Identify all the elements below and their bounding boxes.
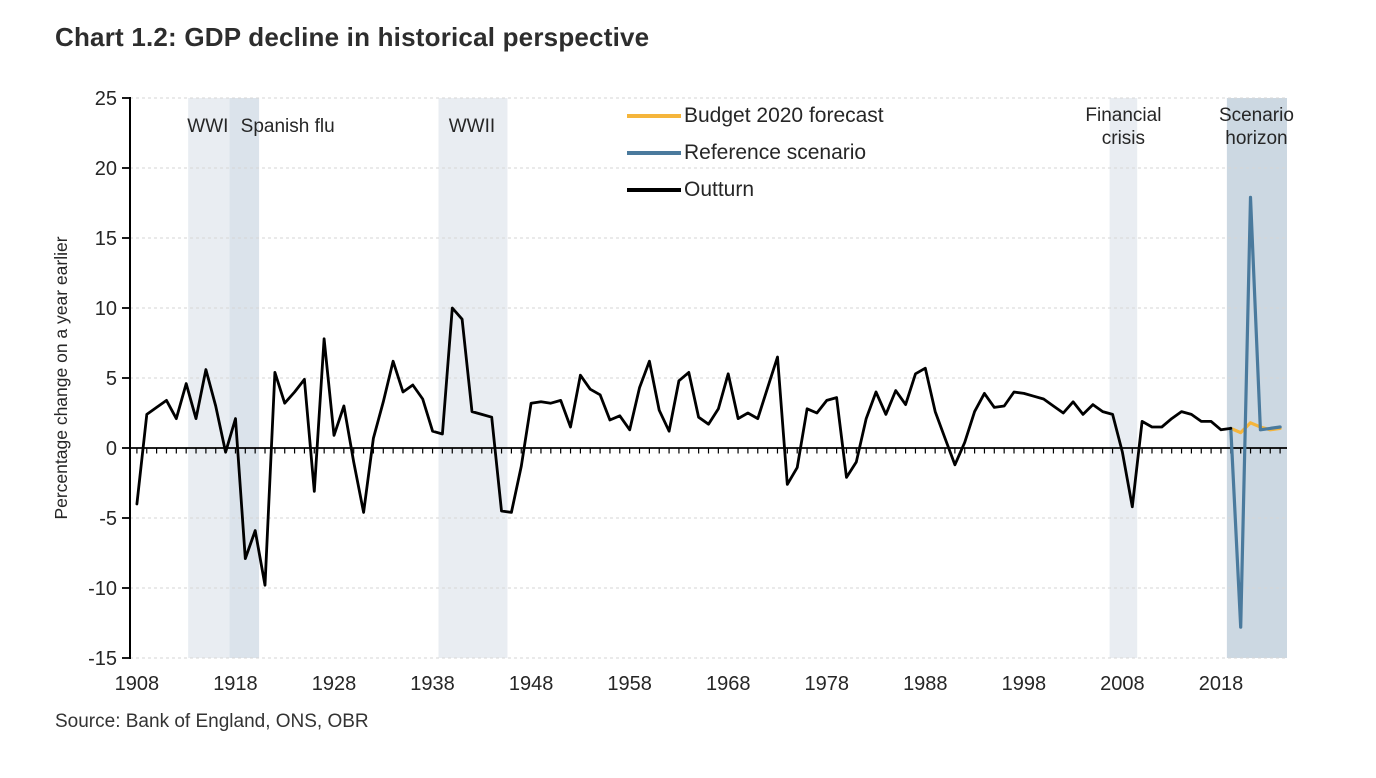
y-tick-label: -15 (88, 648, 117, 670)
chart-legend: Budget 2020 forecast Reference scenario … (627, 97, 884, 208)
x-tick-label: 1958 (607, 673, 652, 695)
x-tick-label: 1918 (213, 673, 258, 695)
y-tick-label: 25 (95, 88, 117, 110)
y-tick-label: -5 (99, 508, 117, 530)
x-tick-label: 1978 (805, 673, 850, 695)
legend-item-budget-2020-forecast: Budget 2020 forecast (627, 97, 884, 134)
wwii-label: WWII (449, 116, 495, 137)
reference-scenario-swatch (627, 150, 681, 155)
legend-label: Outturn (684, 177, 755, 201)
scenario-horizon-label: horizon (1225, 128, 1287, 149)
y-tick-label: -10 (88, 578, 117, 600)
x-tick-label: 1988 (903, 673, 948, 695)
financial-crisis-label: Financial (1085, 105, 1161, 126)
legend-item-outturn: Outturn (627, 171, 884, 208)
x-tick-label: 1908 (115, 673, 160, 695)
reference-scenario-line (1229, 195, 1282, 629)
x-tick-label: 1938 (410, 673, 455, 695)
x-tick-label: 1948 (509, 673, 554, 695)
x-tick-label: 2008 (1100, 673, 1145, 695)
y-tick-label: 0 (106, 438, 117, 460)
chart-title: Chart 1.2: GDP decline in historical per… (55, 22, 650, 52)
y-tick-label: 10 (95, 298, 117, 320)
scenario-horizon-label: Scenario (1219, 105, 1294, 126)
source-note: Source: Bank of England, ONS, OBR (55, 711, 369, 732)
y-tick-label: 5 (106, 368, 117, 390)
outturn-swatch (627, 187, 681, 192)
y-tick-label: 20 (95, 158, 117, 180)
x-tick-label: 1928 (312, 673, 357, 695)
y-axis-title: Percentage change on a year earlier (51, 236, 71, 519)
x-tick-label: 2018 (1199, 673, 1244, 695)
outturn-line (135, 306, 1233, 587)
legend-label: Reference scenario (684, 140, 867, 164)
legend-item-reference-scenario: Reference scenario (627, 134, 884, 171)
y-tick-label: 15 (95, 228, 117, 250)
legend-label: Budget 2020 forecast (684, 103, 884, 127)
x-tick-label: 1998 (1002, 673, 1047, 695)
spanish-flu-label: Spanish flu (241, 116, 335, 137)
wwi-label: WWI (187, 116, 228, 137)
x-tick-label: 1968 (706, 673, 751, 695)
financial-crisis-label: crisis (1102, 128, 1145, 149)
budget-2020-forecast-swatch (627, 113, 681, 118)
